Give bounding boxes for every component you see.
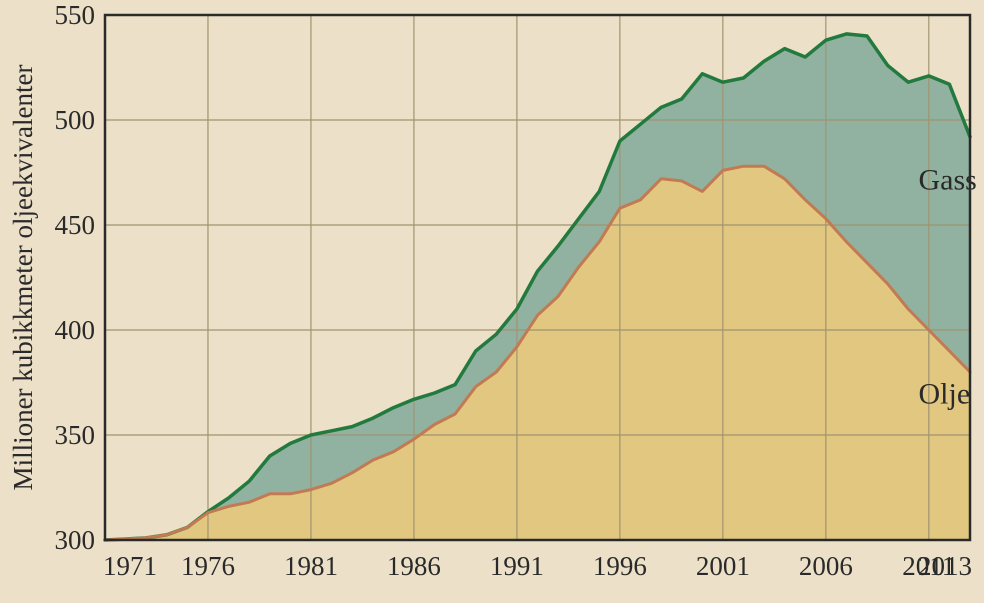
x-tick-label: 1996 (593, 551, 647, 581)
x-tick-label: 1981 (284, 551, 338, 581)
series-label-gass: Gass (919, 163, 977, 196)
x-tick-label: 1976 (181, 551, 235, 581)
x-tick-label: 1991 (490, 551, 544, 581)
y-tick-label: 500 (55, 105, 96, 135)
x-tick-label: 1986 (387, 551, 441, 581)
x-tick-label: 2013 (918, 551, 972, 581)
y-tick-label: 300 (55, 525, 96, 555)
x-tick-label: 2001 (696, 551, 750, 581)
area-chart: 1971197619811986199119962001200620112013… (0, 0, 984, 603)
y-tick-label: 400 (55, 315, 96, 345)
y-tick-label: 450 (55, 210, 96, 240)
series-label-olje: Olje (919, 378, 971, 411)
x-tick-label: 2006 (799, 551, 853, 581)
y-tick-label: 550 (55, 0, 96, 30)
y-tick-label: 350 (55, 420, 96, 450)
x-tick-label: 1971 (103, 551, 157, 581)
y-axis-label: Millioner kubikkmeter oljeekvivalenter (8, 65, 38, 491)
chart-svg: 1971197619811986199119962001200620112013… (0, 0, 984, 603)
